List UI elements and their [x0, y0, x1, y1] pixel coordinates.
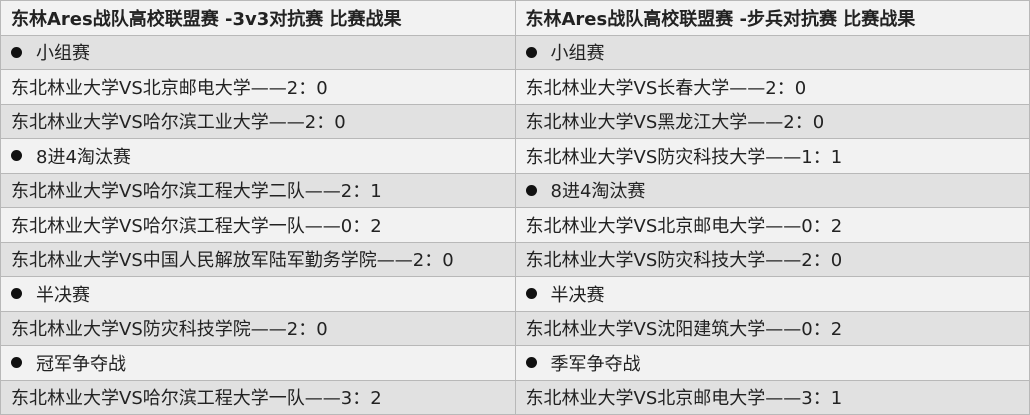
section-heading: 冠军争夺战	[0, 345, 516, 381]
table-row: 东北林业大学VS中国人民解放军陆军勤务学院——2：0 东北林业大学VS防灾科技大学…	[0, 241, 1030, 277]
match-text: 东北林业大学VS哈尔滨工程大学一队——0：2	[11, 215, 382, 237]
table-row: 东北林业大学VS防灾科技学院——2：0 东北林业大学VS沈阳建筑大学——0：2	[0, 310, 1030, 346]
bullet-icon	[11, 150, 22, 162]
match-text: 东北林业大学VS北京邮电大学——2：0	[11, 77, 328, 99]
table-row: 东北林业大学VS哈尔滨工业大学——2：0 东北林业大学VS黑龙江大学——2：0	[0, 103, 1030, 139]
section-label: 半决赛	[36, 284, 90, 306]
table-row: 小组赛 小组赛	[0, 34, 1030, 70]
section-label: 小组赛	[36, 43, 90, 65]
section-label: 半决赛	[550, 284, 605, 306]
table-row: 东北林业大学VS北京邮电大学——2：0 东北林业大学VS长春大学——2：0	[0, 69, 1030, 105]
match-result: 东北林业大学VS沈阳建筑大学——0：2	[514, 310, 1030, 346]
match-text: 东北林业大学VS黑龙江大学——2：0	[525, 112, 825, 134]
section-label: 季军争夺战	[550, 353, 641, 375]
match-result: 东北林业大学VS北京邮电大学——3：1	[514, 379, 1030, 415]
match-result: 东北林业大学VS长春大学——2：0	[514, 69, 1030, 105]
bullet-icon	[525, 184, 537, 196]
match-text: 东北林业大学VS长春大学——2：0	[525, 77, 807, 99]
match-text: 东北林业大学VS防灾科技大学——2：0	[525, 250, 843, 272]
match-result: 东北林业大学VS哈尔滨工业大学——2：0	[0, 103, 516, 139]
match-result: 东北林业大学VS防灾科技大学——1：1	[514, 138, 1030, 174]
bullet-icon	[525, 46, 537, 58]
bullet-icon	[11, 46, 22, 58]
section-heading: 8进4淘汰赛	[0, 138, 516, 174]
column-title: 东林Ares战队高校联盟赛 -3v3对抗赛 比赛战果	[0, 0, 516, 36]
section-label: 冠军争夺战	[36, 353, 126, 375]
match-result: 东北林业大学VS中国人民解放军陆军勤务学院——2：0	[0, 241, 516, 277]
bullet-icon	[11, 357, 22, 369]
match-text: 东北林业大学VS沈阳建筑大学——0：2	[525, 319, 843, 341]
match-result: 东北林业大学VS防灾科技大学——2：0	[514, 241, 1030, 277]
table-row: 8进4淘汰赛 东北林业大学VS防灾科技大学——1：1	[0, 138, 1030, 174]
section-label: 8进4淘汰赛	[550, 181, 646, 203]
bullet-icon	[11, 288, 22, 300]
match-text: 东北林业大学VS哈尔滨工程大学一队——3：2	[11, 388, 382, 410]
table-row: 东北林业大学VS哈尔滨工程大学一队——0：2 东北林业大学VS北京邮电大学——0：…	[0, 207, 1030, 243]
section-heading: 小组赛	[0, 34, 516, 70]
match-text: 东北林业大学VS中国人民解放军陆军勤务学院——2：0	[11, 250, 454, 272]
header-row: 东林Ares战队高校联盟赛 -3v3对抗赛 比赛战果 东林Ares战队高校联盟赛 …	[0, 0, 1030, 36]
table-row: 冠军争夺战 季军争夺战	[0, 345, 1030, 381]
column-title: 东林Ares战队高校联盟赛 -步兵对抗赛 比赛战果	[514, 0, 1030, 36]
section-heading: 小组赛	[514, 34, 1030, 70]
match-text: 东北林业大学VS哈尔滨工程大学二队——2：1	[11, 181, 382, 203]
match-text: 东北林业大学VS哈尔滨工业大学——2：0	[11, 112, 346, 134]
bullet-icon	[525, 357, 537, 369]
bullet-icon	[525, 288, 537, 300]
match-text: 东北林业大学VS防灾科技学院——2：0	[11, 319, 328, 341]
section-label: 8进4淘汰赛	[36, 146, 131, 168]
match-result: 东北林业大学VS北京邮电大学——2：0	[0, 69, 516, 105]
section-heading: 8进4淘汰赛	[514, 172, 1030, 208]
match-result: 东北林业大学VS哈尔滨工程大学一队——0：2	[0, 207, 516, 243]
section-label: 小组赛	[550, 43, 605, 65]
table-row: 东北林业大学VS哈尔滨工程大学二队——2：1 8进4淘汰赛	[0, 172, 1030, 208]
match-result: 东北林业大学VS哈尔滨工程大学一队——3：2	[0, 379, 516, 415]
section-heading: 半决赛	[514, 276, 1030, 312]
section-heading: 季军争夺战	[514, 345, 1030, 381]
match-result: 东北林业大学VS防灾科技学院——2：0	[0, 310, 516, 346]
match-text: 东北林业大学VS北京邮电大学——0：2	[525, 215, 843, 237]
table-row: 半决赛 半决赛	[0, 276, 1030, 312]
match-result: 东北林业大学VS北京邮电大学——0：2	[514, 207, 1030, 243]
match-text: 东北林业大学VS北京邮电大学——3：1	[525, 388, 843, 410]
match-result: 东北林业大学VS哈尔滨工程大学二队——2：1	[0, 172, 516, 208]
match-result: 东北林业大学VS黑龙江大学——2：0	[514, 103, 1030, 139]
table-row: 东北林业大学VS哈尔滨工程大学一队——3：2 东北林业大学VS北京邮电大学——3：…	[0, 379, 1030, 415]
match-text: 东北林业大学VS防灾科技大学——1：1	[525, 146, 843, 168]
section-heading: 半决赛	[0, 276, 516, 312]
